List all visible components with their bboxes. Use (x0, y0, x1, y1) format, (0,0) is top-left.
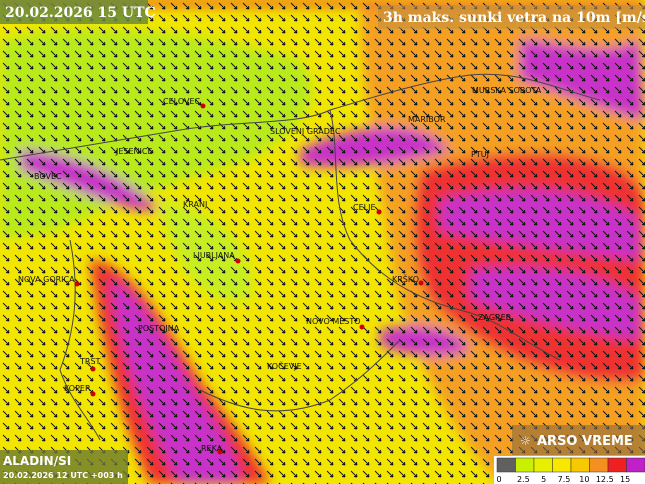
city-label: JESENICE (115, 147, 153, 156)
legend: 0 2.5 5 7.5 10 12.5 15 (494, 456, 645, 484)
city-label: NOVO MESTO (306, 317, 361, 326)
city-label: SLOVENJ GRADEC (270, 127, 341, 136)
legend-tick-label: 12.5 (596, 475, 614, 484)
legend-swatch (626, 457, 645, 473)
brand-icon: ☼ (520, 434, 531, 448)
city-label: CELJE (353, 203, 376, 212)
city-label: KOČEVJE (267, 360, 302, 371)
city-label: POSTOJNA (138, 324, 180, 333)
city-label: MURSKA SOBOTA (472, 86, 542, 95)
legend-tick-label: 7.5 (558, 475, 571, 484)
city-label: CELOVEC (163, 97, 200, 106)
city-labels: CELOVEC SLOVENJ GRADEC MARIBOR MURSKA SO… (18, 86, 542, 453)
legend-tick-label: 10 (579, 475, 589, 484)
map-title: 3h maks. sunki vetra na 10m [m/s] (383, 10, 645, 26)
city-label: ZAGREB (478, 313, 511, 322)
city-label: BOVEC (34, 172, 62, 181)
city-label: PTUJ (471, 150, 489, 159)
city-label: MARIBOR (408, 115, 446, 124)
brand-box (512, 425, 645, 455)
city-label: KRŠKO (392, 273, 419, 284)
legend-swatch (515, 457, 535, 473)
legend-tick-label: 2.5 (517, 475, 530, 484)
city-label: REKA (201, 444, 223, 453)
valid-time: 20.02.2026 15 UTC (5, 5, 156, 21)
legend-swatch (552, 457, 572, 473)
title-box (378, 5, 645, 29)
brand: ARSO VREME (537, 434, 633, 449)
model-name: ALADIN/SI (3, 454, 71, 468)
city-markers (74, 103, 424, 455)
header-box (0, 0, 148, 24)
legend-tick-label: 0 (496, 475, 501, 484)
legend-swatch (589, 457, 609, 473)
footer-box (0, 450, 128, 484)
city-label: KOPER (64, 384, 91, 393)
legend-swatch (607, 457, 627, 473)
legend-swatch (570, 457, 590, 473)
legend-tick-label: 5 (541, 475, 546, 484)
legend-swatch (496, 457, 516, 473)
run-info: 20.02.2026 12 UTC +003 h (3, 471, 123, 480)
legend-swatch (533, 457, 553, 473)
city-label: LJUBLJANA (193, 251, 235, 260)
legend-tick-label: 15 (620, 475, 630, 484)
city-label: TRST (79, 357, 101, 366)
city-label: KRANJ (183, 200, 207, 209)
city-label: NOVA GORICA (18, 275, 75, 284)
